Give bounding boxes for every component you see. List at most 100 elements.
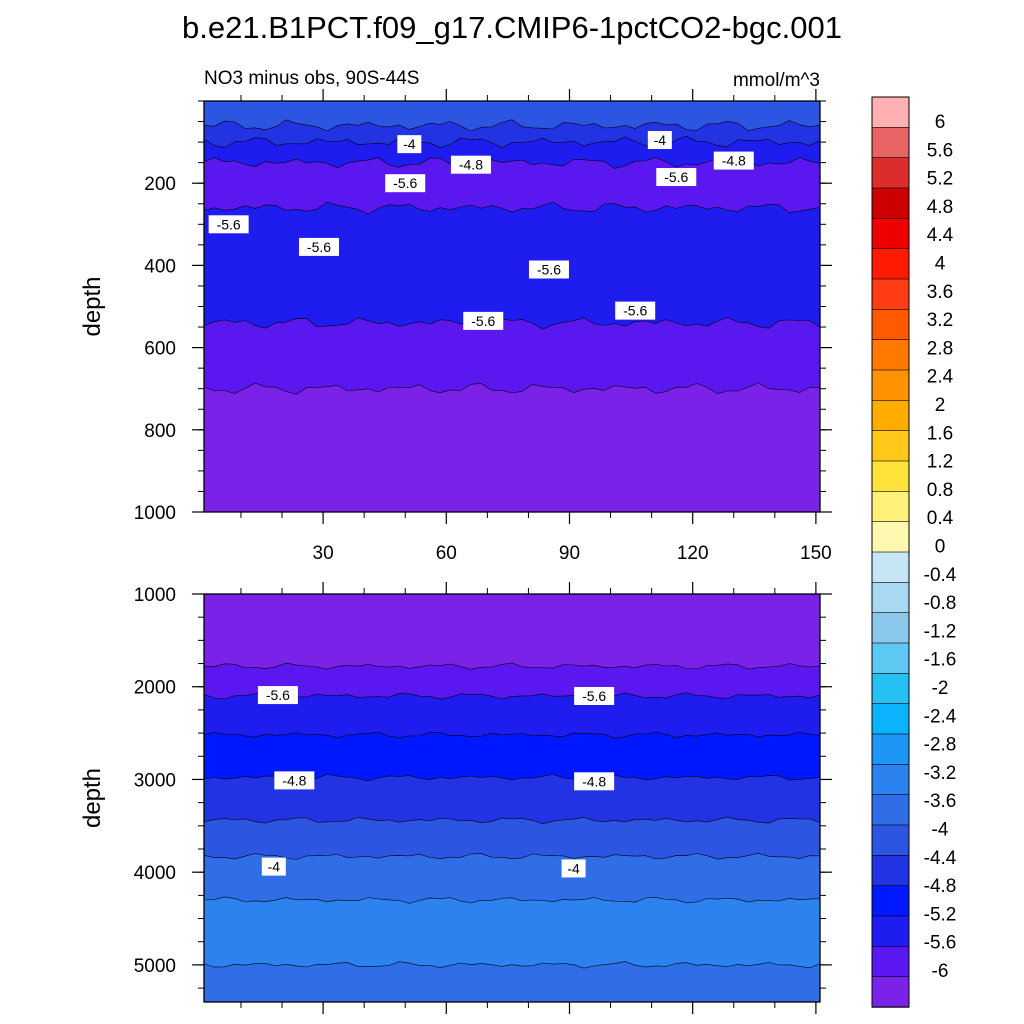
contour-label: -4 xyxy=(397,135,422,154)
colorbar-swatch xyxy=(871,703,910,735)
colorbar-swatch xyxy=(871,187,910,220)
colorbar-label: 4.4 xyxy=(927,225,954,246)
colorbar-swatch xyxy=(871,369,910,402)
contour-label: -5.6 xyxy=(528,260,569,279)
contour-label: -4.8 xyxy=(450,155,491,174)
figure-title: b.e21.B1PCT.f09_g17.CMIP6-1pctCO2-bgc.00… xyxy=(182,10,842,45)
colorbar-label: -0.8 xyxy=(924,593,957,614)
contour-label-box xyxy=(713,151,754,170)
colorbar-swatch xyxy=(871,885,910,917)
contour-label-box xyxy=(561,859,586,878)
colorbar-label: 3.6 xyxy=(927,282,953,303)
x-tick-label: 90 xyxy=(559,543,580,564)
contour-label-text: -4 xyxy=(567,860,580,876)
colorbar-label: -1.6 xyxy=(924,650,957,671)
contour-label-box xyxy=(208,215,249,234)
colorbar-swatch xyxy=(871,96,910,129)
lower-panel: 1000 2000 3000 4000 5000 depth -5.6 -5.6 -4.8 -4.… xyxy=(79,582,832,1014)
colorbar-swatch xyxy=(871,764,910,796)
colorbar-label: 3.2 xyxy=(927,310,953,331)
colorbar-label: 0.8 xyxy=(927,480,953,501)
upper-panel: 200 400 600 800 1000 30 60 90 120 150 depth -4 -4 -4.… xyxy=(79,89,832,564)
colorbar-swatch xyxy=(871,612,910,644)
contour-label: -4.8 xyxy=(574,772,615,791)
contour-label-box xyxy=(656,168,697,187)
colorbar-label: 1.6 xyxy=(927,423,953,444)
colorbar-swatch xyxy=(871,673,910,705)
contour-band xyxy=(204,852,820,904)
contour-label-box xyxy=(528,260,569,279)
contour-band xyxy=(204,201,820,330)
contour-label: -4 xyxy=(261,857,286,876)
colorbar-label: 4 xyxy=(935,254,946,275)
colorbar-label: 5.2 xyxy=(927,169,953,190)
contour-label-box xyxy=(647,131,672,150)
contour-band xyxy=(204,594,820,670)
contour-label-text: -5.6 xyxy=(471,313,495,329)
contour-band xyxy=(204,382,820,512)
colorbar-swatch xyxy=(871,551,910,584)
contour-label: -4 xyxy=(561,859,586,878)
colorbar-swatch xyxy=(871,430,910,462)
y-tick-label: 5000 xyxy=(134,956,176,977)
colorbar-label: -3.2 xyxy=(924,763,957,784)
colorbar-swatch xyxy=(871,915,910,948)
colorbar-label: -2.8 xyxy=(924,735,957,756)
colorbar-swatch xyxy=(871,824,910,857)
colorbar-frame xyxy=(871,96,910,1008)
contour-label: -5.6 xyxy=(208,215,249,234)
colorbar-swatch xyxy=(871,491,910,523)
contour-label: -4 xyxy=(647,131,672,150)
colorbar-label: -2.4 xyxy=(924,706,957,727)
plot-frame xyxy=(203,593,821,1003)
y-tick-label: 4000 xyxy=(134,863,176,884)
colorbar-swatch xyxy=(871,521,910,553)
contour-label-box xyxy=(397,135,422,154)
contour-label-box xyxy=(615,301,656,320)
contour-label-text: -4.8 xyxy=(459,157,483,173)
colorbar-swatch xyxy=(871,248,910,280)
y-tick-label: 600 xyxy=(144,339,176,360)
contour-label-text: -5.6 xyxy=(393,175,417,191)
contour-label: -4.8 xyxy=(713,151,754,170)
contour-label-text: -4 xyxy=(268,859,281,875)
x-tick-label: 150 xyxy=(800,543,832,564)
contour-label-box xyxy=(298,237,339,256)
colorbar-swatch xyxy=(871,157,910,189)
colorbar-swatch xyxy=(871,976,910,1008)
contour-label-text: -4.8 xyxy=(722,153,746,169)
contour-label-text: -5.6 xyxy=(623,303,647,319)
contour-label-text: -5.6 xyxy=(217,216,241,232)
y-tick-label: 200 xyxy=(144,174,176,195)
y-axis-label: depth xyxy=(79,276,106,336)
colorbar-label: 6 xyxy=(935,112,946,133)
contour-label-box xyxy=(574,772,615,791)
contour-label: -5.6 xyxy=(257,686,298,705)
contour-label-text: -4 xyxy=(654,132,667,148)
colorbar-swatch xyxy=(871,794,910,826)
colorbar-swatch xyxy=(871,309,910,341)
colorbar-label: 2.8 xyxy=(927,338,953,359)
colorbar-label: -5.6 xyxy=(924,933,957,954)
colorbar-swatch xyxy=(871,642,910,675)
left-subtitle: NO3 minus obs, 90S-44S xyxy=(204,68,419,89)
x-tick-label: 120 xyxy=(677,543,709,564)
contour-label-box xyxy=(385,174,426,193)
colorbar-swatch xyxy=(871,733,910,766)
contour-label-box xyxy=(574,687,615,705)
colorbar-swatch xyxy=(871,400,910,432)
contour-band xyxy=(204,316,820,395)
y-tick-label: 2000 xyxy=(134,678,176,699)
contour-label: -5.6 xyxy=(615,301,656,320)
y-axis-label: depth xyxy=(79,768,106,828)
contour-label-box xyxy=(261,857,286,876)
colorbar-label: 2 xyxy=(935,395,946,416)
colorbar-label: -1.2 xyxy=(924,621,957,642)
contour-label-text: -5.6 xyxy=(537,262,561,278)
x-tick-label: 60 xyxy=(436,543,457,564)
contour-label-text: -4.8 xyxy=(282,772,306,788)
contour-label-text: -5.6 xyxy=(266,687,290,703)
contour-label-text: -4.8 xyxy=(582,773,606,789)
colorbar-swatch xyxy=(871,278,910,311)
